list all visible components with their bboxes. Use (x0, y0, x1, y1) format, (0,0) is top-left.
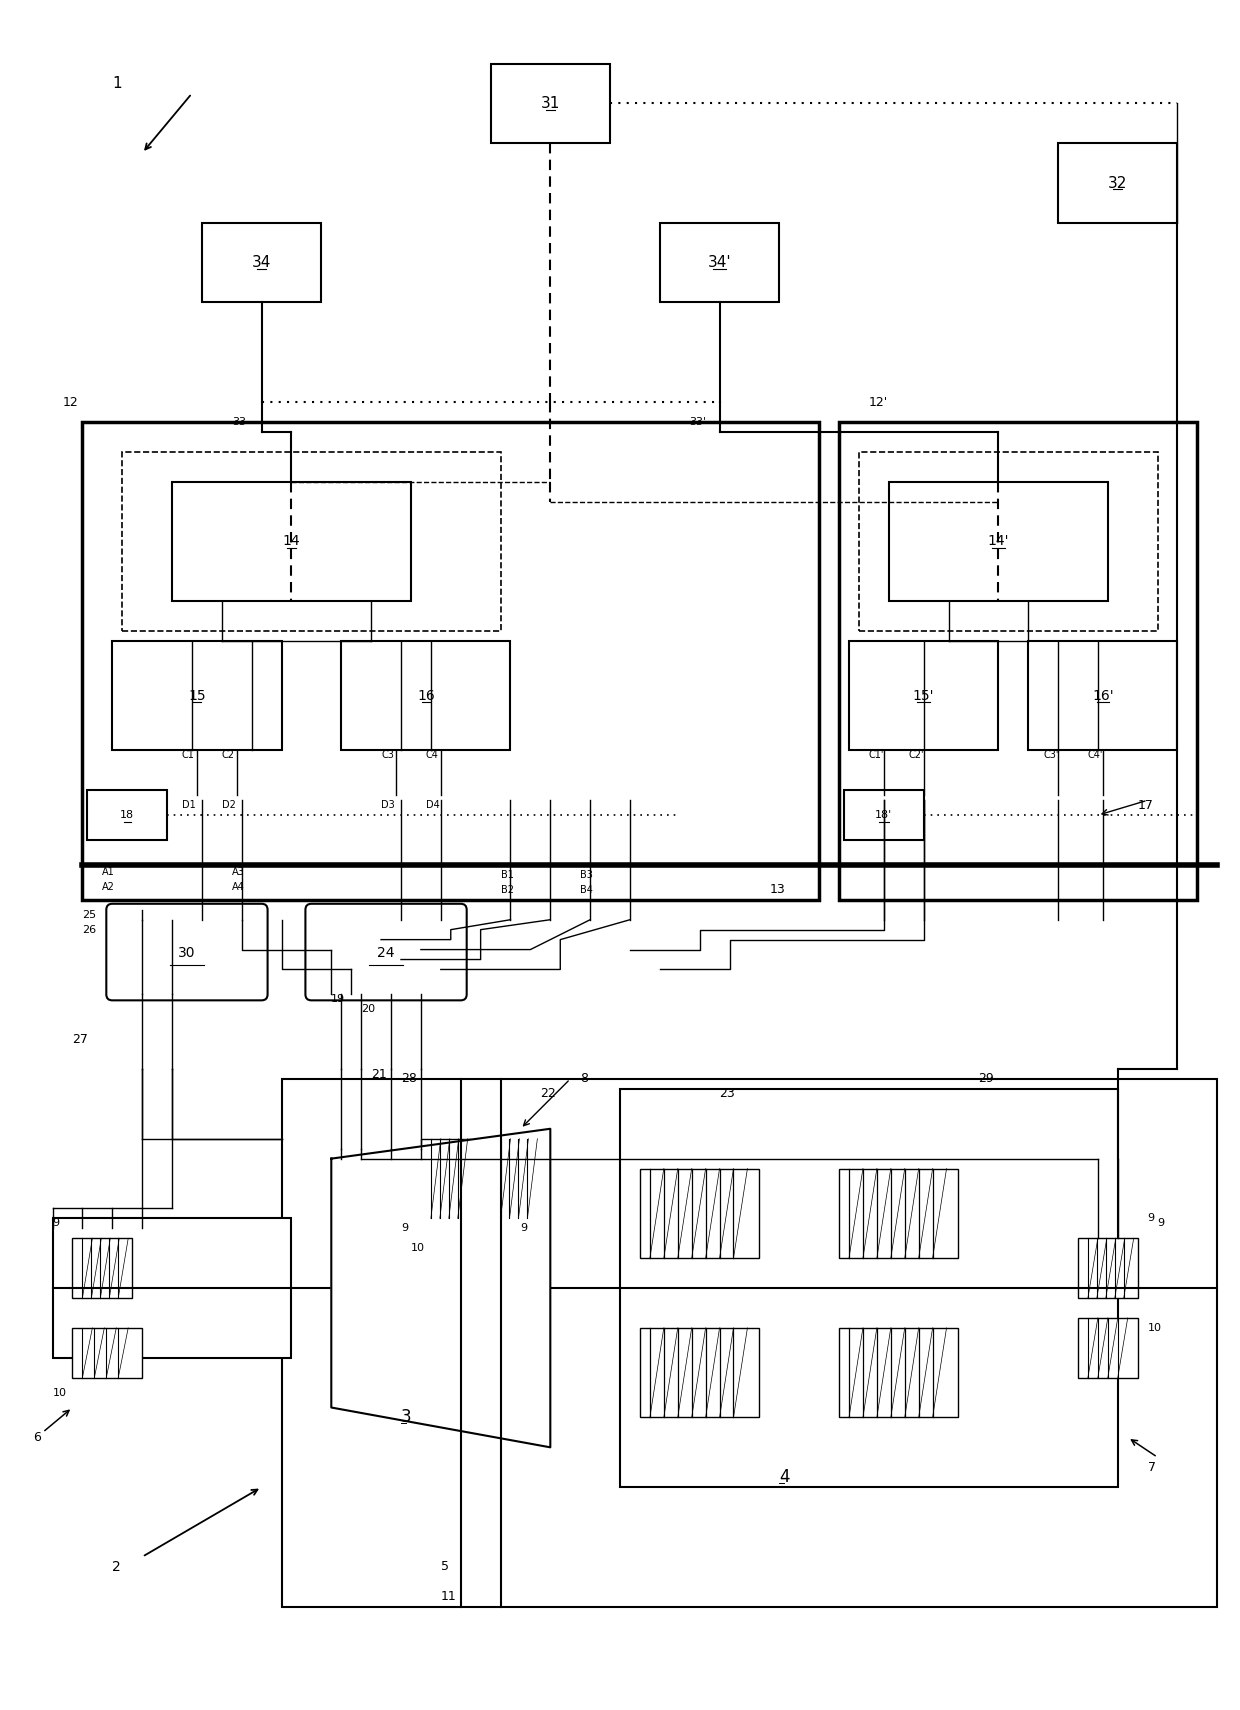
Text: 9: 9 (401, 1223, 408, 1233)
Text: 16: 16 (417, 689, 435, 703)
Text: 10: 10 (52, 1387, 67, 1397)
Text: 24: 24 (377, 946, 394, 959)
Text: 9: 9 (1158, 1218, 1164, 1228)
Text: 22: 22 (541, 1088, 556, 1101)
Text: D2: D2 (222, 800, 236, 811)
Text: 4: 4 (779, 1469, 790, 1486)
Text: C1: C1 (182, 751, 195, 761)
FancyBboxPatch shape (202, 222, 321, 303)
Text: 9: 9 (521, 1223, 527, 1233)
Text: 10: 10 (1148, 1324, 1162, 1332)
Text: 9: 9 (1148, 1214, 1154, 1223)
Text: 32: 32 (1109, 176, 1127, 190)
Text: 23: 23 (719, 1088, 735, 1101)
Text: 34: 34 (252, 255, 272, 270)
FancyBboxPatch shape (859, 451, 1158, 631)
Text: B3: B3 (580, 870, 593, 881)
Text: 21: 21 (371, 1067, 387, 1081)
Text: 3: 3 (401, 1409, 412, 1426)
Text: A2: A2 (103, 882, 115, 893)
Text: 18': 18' (875, 811, 893, 821)
Text: 20: 20 (361, 1004, 376, 1014)
FancyBboxPatch shape (1078, 1238, 1137, 1298)
Text: C2': C2' (909, 751, 924, 761)
FancyBboxPatch shape (620, 1089, 1117, 1488)
Text: 12: 12 (62, 395, 78, 409)
FancyBboxPatch shape (1058, 144, 1178, 222)
Text: C3: C3 (381, 751, 394, 761)
FancyBboxPatch shape (305, 905, 466, 1000)
Text: 30: 30 (179, 946, 196, 959)
Text: 1: 1 (113, 75, 122, 91)
Text: B4: B4 (580, 884, 593, 894)
Text: 15': 15' (913, 689, 935, 703)
Text: 10: 10 (410, 1243, 425, 1253)
FancyBboxPatch shape (849, 641, 998, 751)
Text: 15: 15 (188, 689, 206, 703)
FancyBboxPatch shape (72, 1238, 133, 1298)
Text: A3: A3 (232, 867, 244, 877)
Text: D1: D1 (182, 800, 196, 811)
Text: 14: 14 (283, 535, 300, 549)
Text: 9: 9 (52, 1218, 60, 1228)
Text: A1: A1 (103, 867, 115, 877)
Text: 6: 6 (32, 1431, 41, 1443)
Text: 8: 8 (580, 1072, 588, 1086)
Text: 33: 33 (232, 417, 246, 428)
Text: 34': 34' (708, 255, 732, 270)
FancyBboxPatch shape (281, 1079, 1218, 1607)
Text: 7: 7 (1148, 1460, 1156, 1474)
Text: 2: 2 (113, 1560, 122, 1573)
FancyBboxPatch shape (889, 482, 1107, 602)
Text: 28: 28 (401, 1072, 417, 1086)
Text: B1: B1 (501, 870, 513, 881)
FancyBboxPatch shape (660, 222, 779, 303)
Text: 5: 5 (440, 1560, 449, 1573)
Polygon shape (331, 1129, 551, 1447)
Text: C4': C4' (1087, 751, 1104, 761)
Text: 31: 31 (541, 96, 560, 111)
FancyBboxPatch shape (341, 641, 511, 751)
FancyBboxPatch shape (52, 1218, 291, 1358)
Text: 16': 16' (1092, 689, 1114, 703)
FancyBboxPatch shape (491, 1139, 541, 1218)
FancyBboxPatch shape (72, 1329, 143, 1378)
Text: 27: 27 (72, 1033, 88, 1047)
FancyBboxPatch shape (87, 790, 167, 840)
Text: C1': C1' (869, 751, 884, 761)
Text: 19: 19 (331, 994, 346, 1004)
FancyBboxPatch shape (839, 1168, 959, 1259)
Text: 29: 29 (978, 1072, 994, 1086)
Text: 26: 26 (82, 925, 97, 935)
FancyBboxPatch shape (839, 1329, 959, 1418)
FancyBboxPatch shape (420, 1139, 471, 1218)
Text: 33': 33' (689, 417, 707, 428)
Text: 11: 11 (440, 1590, 456, 1604)
FancyBboxPatch shape (172, 482, 410, 602)
Text: A4: A4 (232, 882, 244, 893)
FancyBboxPatch shape (1078, 1318, 1137, 1378)
FancyBboxPatch shape (82, 422, 820, 899)
FancyBboxPatch shape (107, 905, 268, 1000)
Text: C3': C3' (1043, 751, 1059, 761)
Text: 13: 13 (769, 884, 785, 896)
FancyBboxPatch shape (491, 63, 610, 144)
Text: D3: D3 (381, 800, 394, 811)
Text: 17: 17 (1137, 799, 1153, 812)
Text: 14': 14' (987, 535, 1009, 549)
FancyBboxPatch shape (640, 1329, 759, 1418)
FancyBboxPatch shape (113, 641, 281, 751)
Text: B2: B2 (501, 884, 513, 894)
FancyBboxPatch shape (640, 1168, 759, 1259)
Text: 25: 25 (82, 910, 97, 920)
Text: D4: D4 (425, 800, 440, 811)
Text: 18: 18 (120, 811, 134, 821)
FancyBboxPatch shape (123, 451, 501, 631)
FancyBboxPatch shape (1028, 641, 1178, 751)
Text: C2: C2 (222, 751, 234, 761)
Text: 12': 12' (869, 395, 888, 409)
FancyBboxPatch shape (844, 790, 924, 840)
Text: C4: C4 (425, 751, 439, 761)
FancyBboxPatch shape (839, 422, 1198, 899)
